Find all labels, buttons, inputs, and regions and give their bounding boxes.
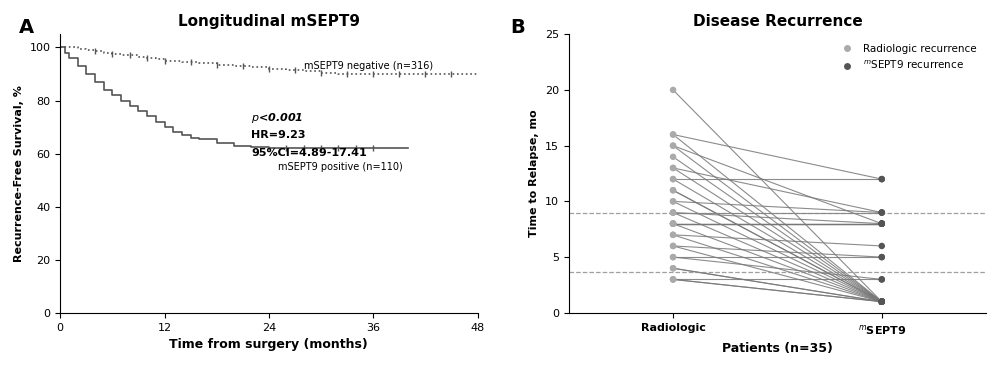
Point: [874, 299, 890, 305]
Point: [874, 276, 890, 282]
Point: [665, 232, 681, 238]
Point: [665, 243, 681, 249]
Point: [665, 210, 681, 215]
Title: Disease Recurrence: Disease Recurrence: [693, 14, 862, 29]
Point: [665, 276, 681, 282]
Point: [665, 221, 681, 227]
Legend: Radiologic recurrence, $^{m}$SEPT9 recurrence: Radiologic recurrence, $^{m}$SEPT9 recur…: [833, 39, 981, 75]
Point: [665, 221, 681, 227]
Text: 95%CI=4.89-17.41: 95%CI=4.89-17.41: [251, 148, 367, 158]
Point: [874, 299, 890, 305]
Point: [874, 299, 890, 305]
Y-axis label: Time to Relapse, mo: Time to Relapse, mo: [529, 110, 539, 237]
Point: [874, 210, 890, 215]
Point: [874, 254, 890, 260]
Point: [874, 221, 890, 227]
Point: [874, 221, 890, 227]
Point: [665, 265, 681, 271]
Point: [665, 143, 681, 149]
Point: [665, 187, 681, 193]
Point: [665, 87, 681, 93]
Point: [665, 221, 681, 227]
Point: [665, 221, 681, 227]
Point: [665, 176, 681, 182]
Point: [665, 221, 681, 227]
Point: [874, 221, 890, 227]
Point: [665, 276, 681, 282]
Point: [874, 221, 890, 227]
Text: B: B: [510, 17, 525, 37]
Point: [874, 299, 890, 305]
Point: [665, 176, 681, 182]
Point: [874, 299, 890, 305]
Point: [665, 143, 681, 149]
Point: [665, 210, 681, 215]
X-axis label: Patients (n=35): Patients (n=35): [722, 342, 833, 355]
Point: [665, 154, 681, 160]
Point: [874, 299, 890, 305]
Point: [874, 221, 890, 227]
Point: [874, 210, 890, 215]
Point: [874, 299, 890, 305]
Point: [665, 165, 681, 171]
Point: [874, 299, 890, 305]
Text: A: A: [18, 17, 34, 37]
Point: [665, 221, 681, 227]
Point: [665, 243, 681, 249]
Point: [874, 176, 890, 182]
Text: HR=9.23: HR=9.23: [251, 130, 306, 140]
Point: [874, 176, 890, 182]
Point: [874, 299, 890, 305]
Point: [665, 199, 681, 204]
Point: [874, 299, 890, 305]
Point: [874, 221, 890, 227]
Point: [874, 299, 890, 305]
X-axis label: Time from surgery (months): Time from surgery (months): [169, 338, 368, 351]
Point: [874, 299, 890, 305]
Title: Longitudinal mSEPT9: Longitudinal mSEPT9: [178, 14, 360, 29]
Point: [874, 243, 890, 249]
Point: [874, 299, 890, 305]
Point: [665, 232, 681, 238]
Point: [874, 299, 890, 305]
Point: [665, 221, 681, 227]
Point: [665, 199, 681, 204]
Point: [665, 265, 681, 271]
Point: [665, 187, 681, 193]
Point: [874, 299, 890, 305]
Point: [665, 210, 681, 215]
Point: [874, 276, 890, 282]
Point: [665, 254, 681, 260]
Point: [874, 221, 890, 227]
Point: [665, 132, 681, 138]
Point: [665, 165, 681, 171]
Point: [874, 221, 890, 227]
Text: $p$<0.001: $p$<0.001: [251, 111, 304, 125]
Point: [665, 276, 681, 282]
Text: mSEPT9 positive (n=110): mSEPT9 positive (n=110): [278, 162, 402, 172]
Point: [874, 210, 890, 215]
Point: [665, 132, 681, 138]
Text: mSEPT9 negative (n=316): mSEPT9 negative (n=316): [304, 61, 433, 71]
Point: [874, 299, 890, 305]
Y-axis label: Recurrence-Free Survival, %: Recurrence-Free Survival, %: [14, 85, 24, 262]
Point: [665, 254, 681, 260]
Point: [874, 299, 890, 305]
Point: [874, 254, 890, 260]
